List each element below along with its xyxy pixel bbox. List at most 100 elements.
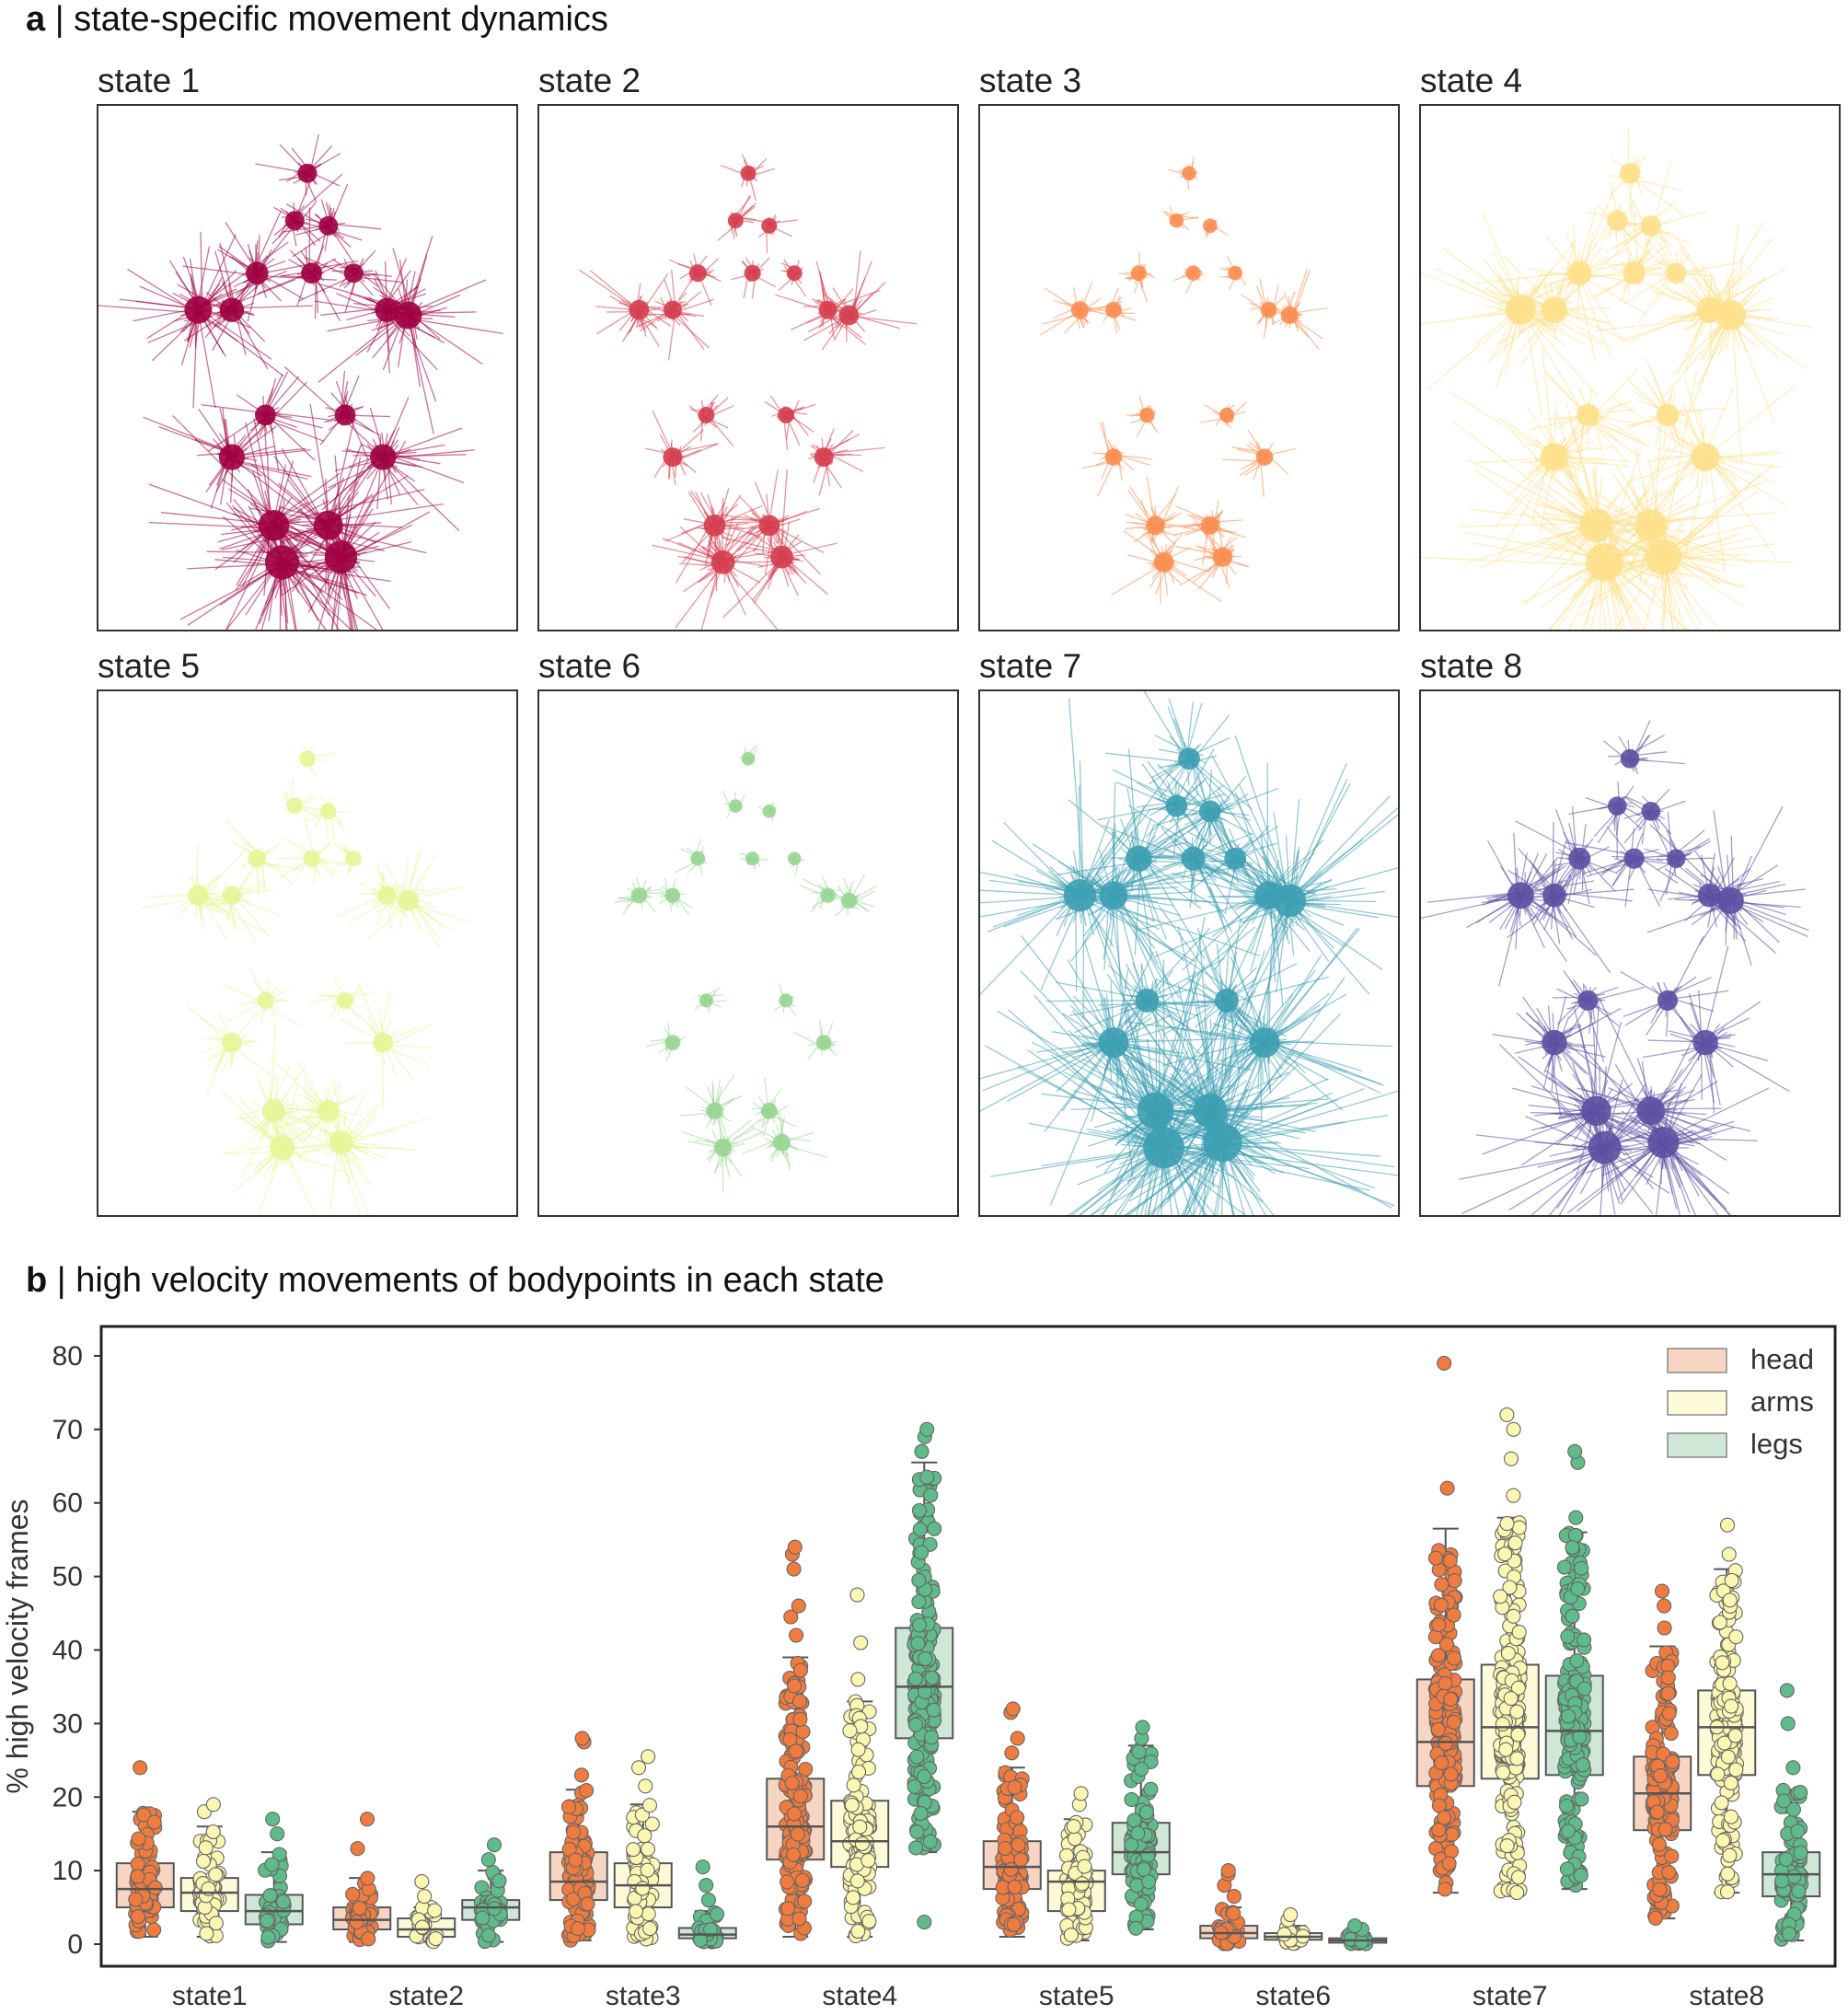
data-point [857,1905,872,1920]
data-point [912,1625,929,1640]
data-point [1560,1721,1576,1737]
data-point [1652,1819,1668,1835]
data-point [1654,1801,1669,1817]
data-point [573,1824,589,1840]
data-point [631,1868,647,1883]
data-point [1437,1667,1452,1683]
data-point [1074,1867,1091,1882]
data-point [845,1899,861,1915]
data-point [1715,1735,1731,1751]
data-point [1665,1754,1681,1769]
data-point [427,1907,443,1923]
data-point [274,1893,290,1908]
data-point [129,1875,144,1891]
data-point [1664,1751,1680,1766]
data-point [265,1928,281,1943]
data-point [792,1711,808,1727]
data-point [211,1834,226,1849]
data-point [1511,1678,1527,1694]
data-point [1126,1861,1141,1877]
data-point [1649,1738,1665,1754]
bodypoint-core [1623,848,1645,869]
data-point [1496,1683,1511,1698]
data-point [480,1918,496,1934]
data-point [1440,1754,1456,1770]
data-point [1215,1927,1230,1942]
data-point [1576,1726,1591,1742]
data-point [1565,1539,1580,1556]
data-point [912,1647,928,1662]
data-point [271,1868,288,1883]
data-point [1002,1849,1018,1865]
data-point [580,1845,595,1860]
data-point [1428,1824,1444,1840]
data-points [473,1837,508,1950]
data-point [629,1865,645,1882]
data-point [580,1896,595,1912]
data-point [1448,1761,1463,1777]
data-point [263,1888,279,1904]
data-point [1013,1840,1029,1857]
data-point [644,1870,660,1885]
data-point [1351,1936,1367,1951]
data-point [1502,1618,1518,1634]
data-point [1556,1692,1573,1708]
data-point [1133,1896,1149,1912]
bodypoint-core [301,262,322,284]
data-point [1722,1592,1738,1608]
data-point [1432,1725,1448,1741]
data-point [707,1924,722,1940]
data-point [851,1753,867,1768]
data-point [789,1885,804,1902]
data-point [1432,1862,1448,1878]
data-point [784,1723,800,1739]
data-point [1571,1680,1587,1696]
data-point [133,1874,149,1890]
data-point [783,1805,799,1821]
data-point [1434,1730,1450,1746]
data-point [910,1641,926,1657]
data-point [1573,1677,1588,1693]
data-point [478,1905,493,1920]
data-point [793,1926,809,1941]
data-point [849,1796,864,1812]
bodypoint-core [688,264,707,283]
data-point [1061,1882,1077,1898]
data-point [921,1760,938,1776]
data-point [1562,1657,1577,1673]
data-point [860,1812,876,1828]
bodypoint-cluster [1241,278,1285,339]
data-point [1716,1735,1732,1751]
data-point [1650,1749,1666,1765]
box-iqr [1697,1689,1757,1777]
data-point [1001,1870,1017,1886]
data-point [1783,1815,1798,1831]
data-point [1560,1730,1576,1745]
data-point [1429,1697,1445,1713]
data-point [917,1656,932,1672]
data-point [1143,1781,1159,1797]
data-point [861,1813,877,1830]
data-point [914,1627,930,1643]
state-panel-5: state 5 [97,647,518,1217]
data-point [1567,1740,1583,1755]
data-point [917,1837,932,1853]
data-point [1709,1721,1725,1737]
data-point [1712,1764,1727,1779]
data-point [1063,1845,1079,1860]
data-point [266,1911,283,1927]
data-point [569,1826,585,1843]
data-point [1721,1690,1737,1706]
data-point [425,1931,441,1947]
data-point [1775,1882,1791,1899]
data-point [789,1827,805,1843]
data-point [999,1780,1015,1797]
data-point [415,1912,432,1928]
data-point [925,1583,941,1599]
data-point [789,1870,804,1886]
data-point [1645,1760,1660,1777]
series-head [115,1355,1692,1951]
data-point [918,1836,934,1851]
data-point [490,1882,505,1898]
data-point [487,1896,502,1912]
